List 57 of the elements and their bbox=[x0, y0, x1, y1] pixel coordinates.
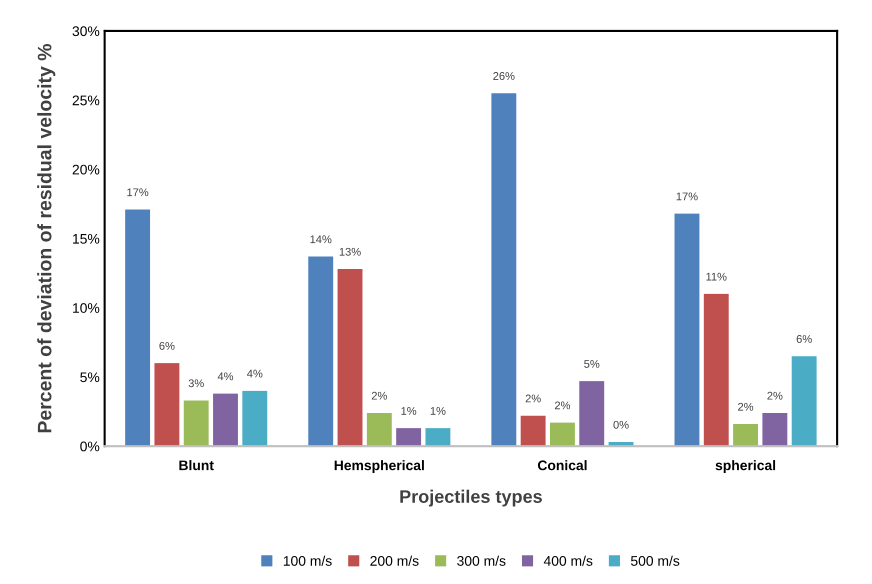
data-label: 17% bbox=[127, 188, 148, 196]
data-label: 2% bbox=[767, 392, 782, 400]
data-label: 6% bbox=[159, 342, 175, 350]
data-label: 1% bbox=[430, 407, 446, 415]
data-label: 17% bbox=[676, 192, 698, 200]
data-label: 4% bbox=[247, 370, 262, 378]
data-label: 26% bbox=[493, 72, 515, 80]
y-tick-label: 5% bbox=[80, 372, 100, 382]
bar bbox=[520, 416, 546, 446]
legend-label: 500 m/s bbox=[630, 556, 680, 566]
bar bbox=[762, 412, 788, 446]
bar bbox=[242, 390, 268, 446]
legend-label: 400 m/s bbox=[544, 556, 592, 566]
bar bbox=[308, 256, 334, 446]
y-tick-label: 20% bbox=[72, 164, 100, 175]
x-tick-label: spherical bbox=[716, 460, 776, 474]
bar bbox=[579, 381, 604, 446]
data-label: 13% bbox=[340, 248, 361, 256]
data-label: 11% bbox=[706, 272, 727, 281]
x-tick-label: Blunt bbox=[179, 460, 214, 470]
bar bbox=[733, 424, 758, 446]
data-label: 14% bbox=[310, 235, 332, 244]
bar bbox=[125, 210, 150, 446]
bar bbox=[704, 294, 729, 446]
data-label: 0% bbox=[613, 420, 629, 429]
bar bbox=[213, 394, 238, 446]
x-tick-label: Conical bbox=[538, 460, 587, 470]
data-label: 1% bbox=[401, 407, 416, 415]
bar bbox=[154, 363, 180, 446]
y-axis-title: Percent of deviation of residual velocity % bbox=[37, 44, 56, 432]
x-tick-label: Hemspherical bbox=[334, 460, 424, 474]
bar bbox=[366, 412, 392, 446]
legend-label: 200 m/s bbox=[370, 556, 419, 566]
bar bbox=[396, 428, 422, 446]
bar bbox=[550, 422, 575, 446]
bar bbox=[184, 400, 209, 446]
data-label: 5% bbox=[584, 360, 600, 368]
data-label: 2% bbox=[372, 392, 387, 400]
y-tick-label: 0% bbox=[80, 442, 100, 452]
y-tick-label: 25% bbox=[72, 95, 100, 106]
legend-label: 300 m/s bbox=[457, 556, 506, 566]
data-label: 6% bbox=[796, 335, 812, 343]
bar bbox=[792, 356, 817, 446]
bar bbox=[491, 93, 516, 446]
y-tick-label: 30% bbox=[72, 26, 100, 36]
bar bbox=[338, 269, 362, 446]
data-label: 3% bbox=[188, 379, 204, 388]
data-label: 2% bbox=[554, 401, 570, 410]
y-tick-label: 10% bbox=[73, 303, 100, 313]
bar bbox=[425, 428, 450, 446]
data-label: 4% bbox=[218, 372, 234, 380]
x-axis-title: Projectiles types bbox=[400, 490, 542, 507]
data-label: 2% bbox=[526, 394, 541, 402]
y-tick-label: 15% bbox=[73, 234, 100, 244]
data-label: 2% bbox=[738, 402, 754, 411]
bar bbox=[674, 214, 700, 446]
legend-label: 100 m/s bbox=[284, 556, 332, 566]
